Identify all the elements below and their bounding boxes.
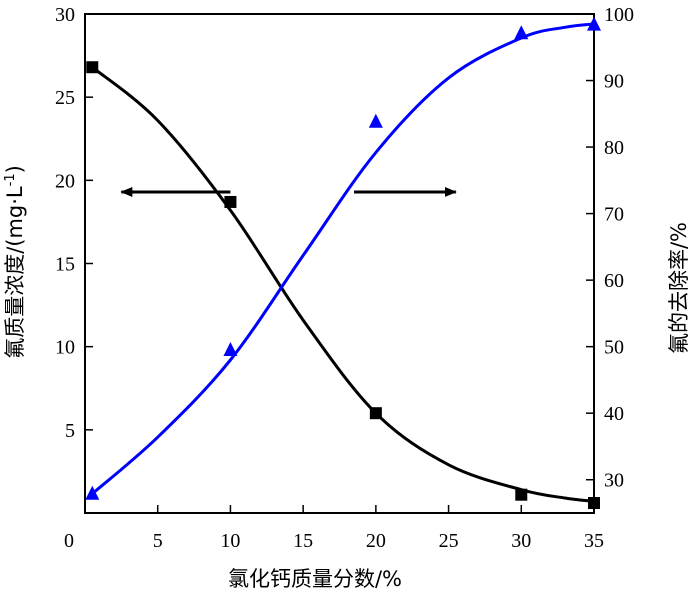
x-tick-label: 15 (293, 530, 313, 552)
left-y-tick-label: 25 (55, 87, 75, 109)
right-y-tick-label: 50 (604, 337, 624, 359)
concentration-point (86, 61, 99, 74)
left-y-tick-label: 5 (65, 420, 75, 442)
x-axis-ticks: 0 5 10 15 20 25 30 35 (64, 505, 604, 552)
left-y-axis-title-main: 氟质量浓度/(mg·L (3, 186, 27, 359)
x-tick-label: 20 (366, 530, 386, 552)
concentration-point (369, 407, 382, 420)
fit-curves (91, 22, 595, 503)
x-tick-label: 25 (439, 530, 459, 552)
removal-rate-point (223, 341, 238, 356)
removal-rate-point (368, 113, 383, 128)
right-y-tick-label: 100 (604, 4, 634, 26)
removal-rate-point (514, 25, 529, 40)
x-tick-label: 10 (220, 530, 240, 552)
left-y-axis-ticks: 5 10 15 20 25 30 (55, 4, 93, 442)
right-y-axis-title: 氟的去除率/% (667, 222, 691, 354)
x-tick-label: 35 (584, 530, 604, 552)
removal-rate-curve (91, 22, 595, 495)
right-y-tick-label: 60 (604, 270, 624, 292)
removal-rate-point (85, 485, 100, 500)
concentration-point (515, 488, 528, 501)
left-y-axis-title-superscript: -1 (3, 173, 18, 186)
right-y-tick-label: 80 (604, 137, 624, 159)
concentration-point (588, 497, 600, 510)
right-y-tick-label: 30 (604, 470, 624, 492)
left-y-tick-label: 10 (55, 337, 75, 359)
left-y-tick-label: 30 (55, 4, 75, 26)
data-markers (85, 16, 601, 510)
left-y-axis-title-close: ) (3, 165, 27, 173)
right-y-tick-label: 90 (604, 71, 624, 93)
concentration-point (224, 195, 237, 208)
right-y-tick-label: 40 (604, 403, 624, 425)
x-tick-label: 0 (64, 530, 74, 552)
right-y-tick-label: 70 (604, 204, 624, 226)
right-y-axis-ticks: 30 40 50 60 70 80 90 100 (586, 4, 634, 492)
plot-frame (84, 13, 595, 514)
left-y-axis-title: 氟质量浓度/(mg·L-1) (3, 165, 27, 359)
x-axis-title: 氯化钙质量分数/% (228, 567, 402, 591)
left-y-tick-label: 15 (55, 254, 75, 276)
fluoride-concentration-curve (91, 66, 595, 503)
x-tick-label: 30 (511, 530, 531, 552)
x-tick-label: 5 (153, 530, 163, 552)
removal-rate-point (587, 16, 601, 31)
left-y-tick-label: 20 (55, 170, 75, 192)
